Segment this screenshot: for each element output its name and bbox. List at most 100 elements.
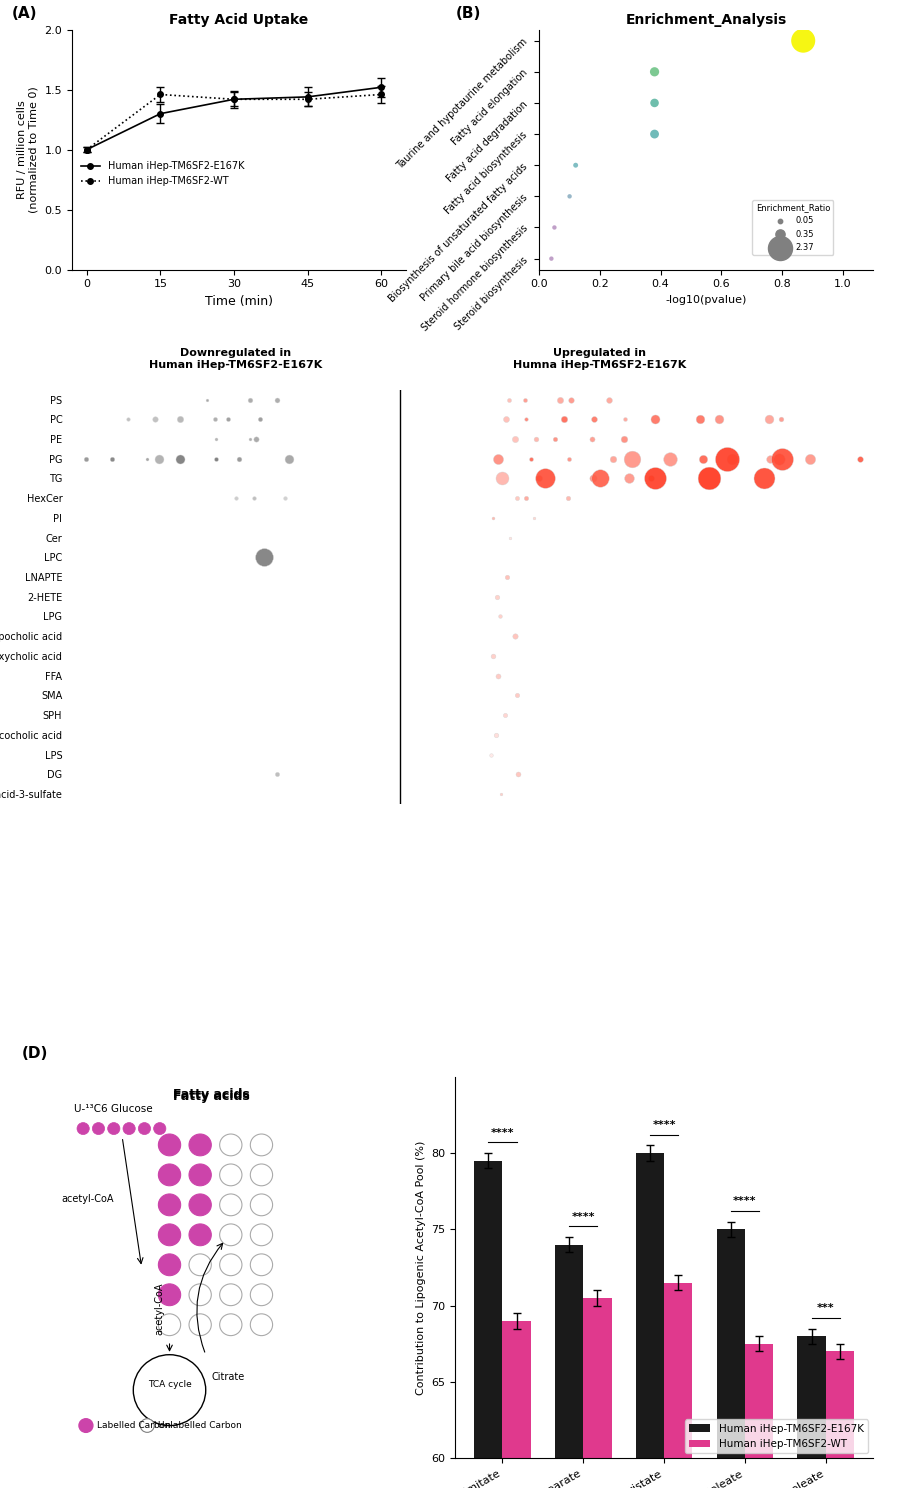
Point <box>490 723 504 747</box>
X-axis label: Time (min): Time (min) <box>205 295 273 308</box>
Point <box>498 704 512 728</box>
Point <box>518 408 533 432</box>
Point <box>771 446 786 470</box>
Point <box>617 408 632 432</box>
Point <box>622 467 636 491</box>
Point <box>220 408 235 432</box>
Point <box>242 388 256 412</box>
Circle shape <box>189 1284 212 1305</box>
Point <box>562 185 577 208</box>
Bar <box>583 1298 611 1488</box>
Text: (A): (A) <box>12 6 38 21</box>
Point <box>253 408 267 432</box>
Circle shape <box>220 1225 242 1245</box>
Circle shape <box>250 1134 273 1156</box>
Point <box>553 388 567 412</box>
Circle shape <box>189 1134 212 1156</box>
Point <box>696 446 710 470</box>
Point <box>544 247 559 271</box>
Point <box>519 487 534 510</box>
Point <box>270 388 284 412</box>
Point <box>484 743 499 766</box>
Circle shape <box>220 1314 242 1336</box>
Circle shape <box>158 1314 181 1336</box>
Bar <box>474 1161 502 1488</box>
Point <box>586 408 600 432</box>
Circle shape <box>158 1284 181 1305</box>
Y-axis label: RFU / million cells
(normalized to Time 0): RFU / million cells (normalized to Time … <box>17 86 39 213</box>
Point <box>121 408 135 432</box>
Circle shape <box>220 1164 242 1186</box>
Point <box>585 427 599 451</box>
Point <box>556 408 571 432</box>
Point <box>647 60 662 83</box>
Bar <box>555 1244 583 1488</box>
Point <box>529 427 544 451</box>
Circle shape <box>158 1134 181 1156</box>
Text: Downregulated in
Human iHep-TM6SF2-E167K: Downregulated in Human iHep-TM6SF2-E167K <box>149 348 322 371</box>
Text: (B): (B) <box>455 6 482 21</box>
Circle shape <box>140 1418 154 1433</box>
Text: ****: **** <box>572 1211 595 1222</box>
Point <box>173 408 187 432</box>
Point <box>852 446 867 470</box>
Point <box>79 446 94 470</box>
Text: U-¹³C6 Glucose: U-¹³C6 Glucose <box>75 1104 153 1115</box>
Point <box>494 783 508 806</box>
Point <box>662 446 677 470</box>
Bar <box>797 1336 825 1488</box>
Circle shape <box>158 1164 181 1186</box>
Point <box>647 467 662 491</box>
Circle shape <box>220 1284 242 1305</box>
Text: ****: **** <box>491 1128 514 1138</box>
Point <box>148 408 162 432</box>
Point <box>775 446 789 470</box>
Point <box>243 427 257 451</box>
Text: Fatty acids: Fatty acids <box>173 1088 249 1101</box>
Circle shape <box>139 1122 150 1134</box>
Point <box>486 644 500 668</box>
Title: Enrichment_Analysis: Enrichment_Analysis <box>626 13 787 27</box>
Point <box>647 408 662 432</box>
X-axis label: -log10(pvalue): -log10(pvalue) <box>665 295 747 305</box>
Circle shape <box>189 1164 212 1186</box>
Circle shape <box>220 1134 242 1156</box>
Point <box>693 408 707 432</box>
Point <box>725 446 740 470</box>
Point <box>173 446 187 470</box>
Point <box>256 546 271 570</box>
Point <box>532 467 546 491</box>
Circle shape <box>189 1225 212 1245</box>
Text: Labelled Carbon: Labelled Carbon <box>97 1421 171 1430</box>
Point <box>495 467 509 491</box>
Circle shape <box>93 1122 104 1134</box>
Point <box>253 408 267 432</box>
Point <box>526 506 541 530</box>
Circle shape <box>123 1122 135 1134</box>
Point <box>626 446 640 470</box>
Point <box>712 408 726 432</box>
Point <box>593 467 608 491</box>
Point <box>562 446 576 470</box>
Circle shape <box>250 1164 273 1186</box>
Point <box>548 427 562 451</box>
Circle shape <box>108 1122 120 1134</box>
Point <box>606 446 620 470</box>
Circle shape <box>158 1225 181 1245</box>
Circle shape <box>250 1225 273 1245</box>
Point <box>501 388 516 412</box>
Point <box>524 446 538 470</box>
Point <box>499 408 513 432</box>
Point <box>140 446 154 470</box>
Bar <box>502 1321 531 1488</box>
Point <box>561 487 575 510</box>
Text: ****: **** <box>734 1196 757 1207</box>
Point <box>209 427 223 451</box>
Point <box>762 408 777 432</box>
Point <box>491 446 505 470</box>
Text: TCA cycle: TCA cycle <box>148 1381 192 1390</box>
Point <box>538 467 553 491</box>
Circle shape <box>250 1284 273 1305</box>
Circle shape <box>220 1254 242 1275</box>
Point <box>278 487 293 510</box>
